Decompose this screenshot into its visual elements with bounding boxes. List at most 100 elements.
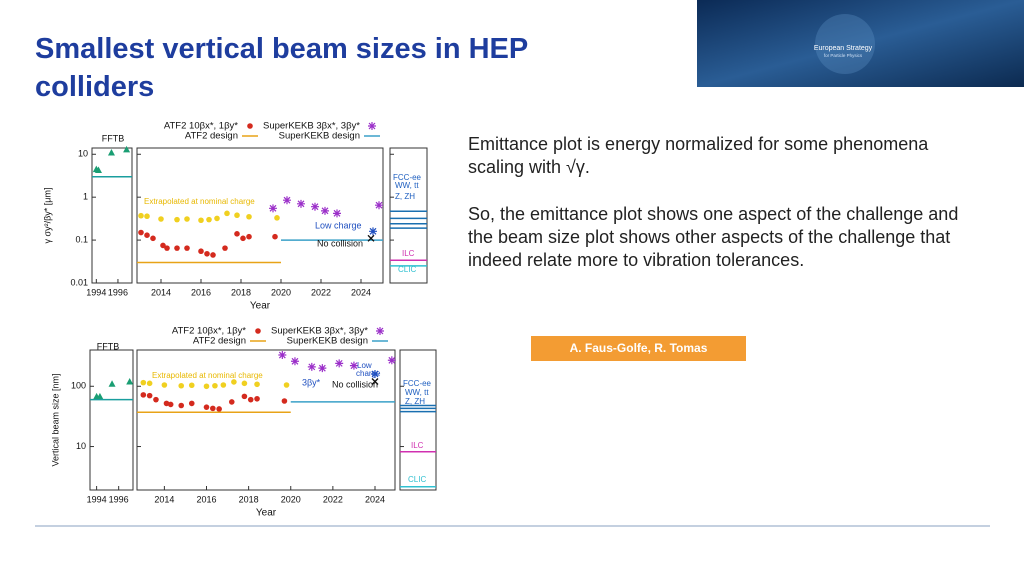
data-point	[210, 252, 216, 258]
data-point	[203, 383, 210, 390]
data-point	[231, 379, 237, 385]
paragraph: Emittance plot is energy normalized for …	[468, 134, 929, 177]
data-point	[108, 380, 116, 387]
panel-frame	[136, 147, 384, 284]
data-point	[198, 217, 204, 224]
data-point	[198, 248, 204, 255]
data-point	[240, 235, 246, 242]
y-tick-label: 0.01	[70, 277, 88, 287]
panel-frame	[89, 349, 134, 491]
data-point	[164, 245, 170, 251]
data-point	[228, 399, 235, 405]
y-axis-label: Vertical beam size [nm]	[50, 373, 60, 466]
data-point	[254, 395, 260, 402]
data-point	[160, 242, 166, 249]
data-point	[297, 199, 305, 208]
data-point	[272, 233, 278, 240]
x-tick-label: 2014	[154, 494, 174, 504]
data-point	[167, 401, 174, 408]
data-point	[290, 357, 299, 366]
data-point	[224, 210, 230, 217]
y-tick-label: 1	[83, 192, 88, 202]
data-point	[146, 392, 153, 399]
y-tick-label: 10	[76, 441, 86, 451]
annotation: No collision	[332, 379, 378, 389]
data-point	[140, 379, 147, 386]
x-axis-label: Year	[250, 301, 271, 312]
data-point	[138, 229, 144, 236]
data-point	[220, 382, 227, 388]
data-point	[140, 392, 147, 398]
x-tick-label: 2020	[271, 287, 291, 297]
data-point	[274, 215, 280, 221]
data-point	[234, 212, 240, 219]
credit-box: A. Faus-Golfe, R. Tomas	[531, 336, 746, 361]
y-tick-label: 0.1	[75, 234, 88, 244]
data-point	[163, 400, 170, 407]
data-point	[247, 396, 254, 403]
data-point	[206, 216, 212, 223]
data-point	[254, 381, 260, 388]
x-tick-label: 1996	[109, 494, 129, 504]
y-tick-label: 100	[71, 381, 86, 391]
data-point	[367, 234, 375, 242]
legend-symbol	[376, 327, 384, 335]
data-point	[370, 369, 379, 378]
data-point	[161, 382, 168, 388]
legend-label: SuperKEKB 3βx*, 3βy*	[271, 326, 368, 337]
data-point	[150, 235, 156, 242]
legend-label: SuperKEKB 3βx*, 3βy*	[263, 121, 360, 132]
data-point	[188, 382, 195, 389]
data-point	[375, 201, 383, 210]
annotation: Low charge	[315, 220, 362, 230]
annotation: No collision	[317, 238, 363, 248]
data-point	[307, 362, 316, 371]
data-point	[146, 380, 153, 387]
data-point	[387, 356, 396, 365]
data-point	[283, 196, 291, 205]
data-point	[184, 245, 190, 251]
data-point	[212, 382, 218, 389]
data-point	[144, 232, 150, 239]
y-tick-label: 10	[78, 149, 88, 159]
data-point	[203, 404, 210, 410]
logo-text: European Strategy	[814, 45, 873, 52]
legend-label: SuperKEKB design	[279, 131, 360, 142]
paragraph: So, the emittance plot shows one aspect …	[468, 204, 959, 270]
y-axis-label: γ σy²/βy* [μm]	[42, 188, 52, 244]
legend-label: ATF2 design	[193, 336, 246, 347]
panel-frame	[136, 349, 396, 491]
logo-banner	[697, 0, 1024, 87]
slide-title: Smallest vertical beam sizes in HEP coll…	[35, 33, 528, 103]
data-point	[278, 351, 287, 360]
annotation: CLIC	[408, 475, 426, 484]
x-tick-label: 2024	[351, 287, 371, 297]
x-tick-label: 2014	[151, 287, 171, 297]
annotation: WW, tt	[405, 388, 429, 397]
x-tick-label: 1994	[86, 287, 106, 297]
annotation: FFTB	[97, 341, 120, 351]
x-tick-label: 2024	[365, 494, 385, 504]
data-point	[96, 392, 104, 400]
legend-symbol	[247, 123, 253, 129]
data-point	[283, 382, 290, 388]
legend-symbol	[368, 122, 376, 130]
x-tick-label: 2016	[196, 494, 216, 504]
data-point	[174, 216, 180, 223]
x-tick-label: 1996	[108, 287, 128, 297]
data-point	[335, 359, 344, 368]
logo-subtext: for Particle Physics	[824, 53, 863, 58]
data-point	[241, 393, 248, 400]
data-point	[318, 364, 327, 373]
data-point	[126, 378, 134, 385]
x-axis-label: Year	[256, 508, 277, 519]
annotation: 3βy*	[302, 377, 321, 387]
panel-frame	[389, 147, 428, 284]
data-point	[158, 216, 164, 222]
annotation: Extrapolated at nominal charge	[152, 371, 263, 380]
x-tick-label: 2018	[239, 494, 259, 504]
x-tick-label: 2020	[281, 494, 301, 504]
data-point	[216, 406, 222, 412]
panel-frame	[91, 147, 133, 284]
logo-glow	[815, 14, 875, 74]
